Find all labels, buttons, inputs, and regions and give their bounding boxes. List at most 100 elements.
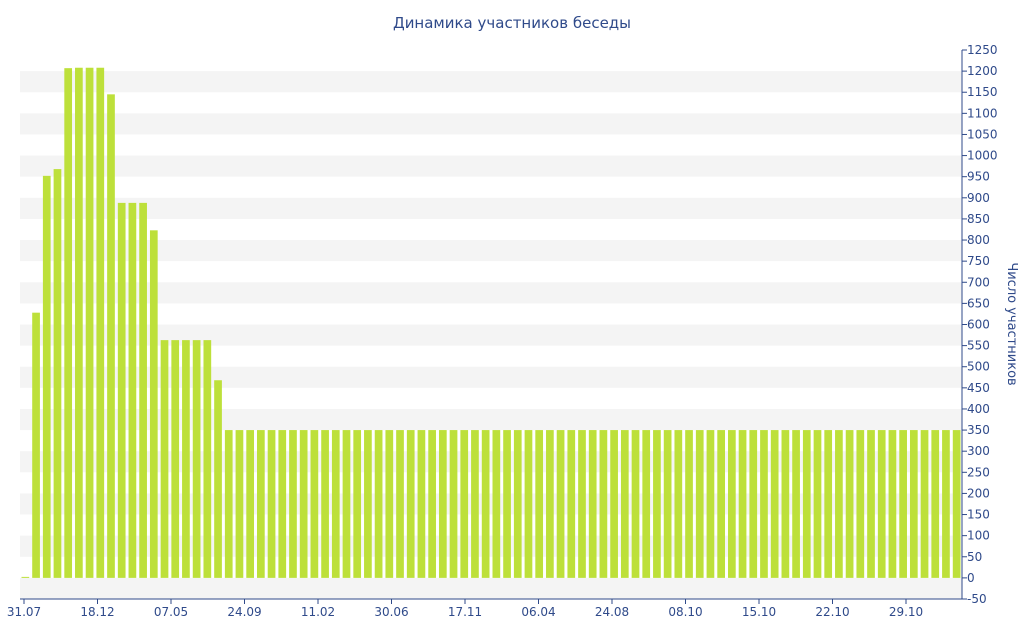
bar — [278, 430, 287, 578]
y-tick-label: 850 — [967, 212, 990, 226]
grid-band — [20, 282, 962, 304]
bar — [128, 202, 137, 578]
bar — [214, 380, 222, 578]
y-tick-label: 200 — [967, 486, 990, 500]
x-tick-label: 08.10 — [668, 605, 702, 619]
y-tick-label: 650 — [967, 296, 990, 310]
bar — [21, 576, 30, 578]
grid-band — [20, 535, 962, 557]
bar — [117, 202, 126, 578]
x-tick-label: 29.10 — [889, 605, 923, 619]
bar — [845, 430, 854, 578]
bar — [267, 430, 276, 578]
bars — [21, 67, 961, 578]
bar — [396, 430, 404, 578]
bar — [738, 430, 747, 578]
bar — [192, 340, 201, 578]
bar — [96, 67, 105, 578]
bar — [321, 430, 329, 578]
y-tick-label: 950 — [967, 170, 990, 184]
bar — [42, 175, 51, 578]
x-tick-label: 24.09 — [227, 605, 261, 619]
y-tick-label: 250 — [967, 465, 990, 479]
y-tick-label: -50 — [967, 592, 987, 606]
bar — [503, 430, 511, 578]
bar — [653, 430, 661, 578]
bar — [85, 67, 94, 578]
bar — [567, 430, 576, 578]
y-axis-label: Число участников — [1004, 262, 1019, 385]
bar — [706, 430, 715, 578]
bar — [642, 430, 651, 578]
bar — [813, 430, 822, 578]
grid-band — [20, 408, 962, 431]
bar — [385, 430, 394, 578]
bar — [32, 312, 40, 578]
bar — [663, 430, 672, 578]
grid-band — [20, 493, 962, 515]
bar — [770, 430, 779, 578]
bar — [364, 430, 372, 578]
bar — [331, 430, 340, 578]
bar — [406, 430, 415, 578]
x-tick-label: 22.10 — [815, 605, 849, 619]
bar — [867, 430, 875, 578]
y-tick-label: 600 — [967, 318, 990, 332]
bar — [888, 430, 897, 578]
x-tick-label: 31.07 — [7, 605, 41, 619]
bar — [310, 430, 319, 578]
grid-band — [20, 451, 962, 473]
bar — [856, 430, 865, 578]
x-tick-label: 07.05 — [154, 605, 188, 619]
y-tick-label: 900 — [967, 191, 990, 205]
bar — [952, 430, 961, 578]
x-tick-label: 15.10 — [742, 605, 776, 619]
bar — [942, 430, 950, 578]
bar — [481, 430, 490, 578]
bar — [588, 430, 597, 578]
bar — [471, 430, 479, 578]
bar — [931, 430, 940, 578]
bar — [438, 430, 447, 578]
y-tick-label: 1100 — [967, 106, 998, 120]
bar — [599, 430, 608, 578]
bar — [781, 430, 790, 578]
bar — [182, 340, 190, 578]
grid-band — [20, 366, 962, 388]
y-tick-label: 400 — [967, 402, 990, 416]
bar — [556, 430, 565, 578]
bar — [428, 430, 436, 578]
bar — [727, 430, 736, 578]
x-tick-label: 06.04 — [521, 605, 555, 619]
bar — [417, 430, 426, 578]
bar — [256, 430, 265, 578]
y-tick-label: 750 — [967, 254, 990, 268]
bar — [449, 430, 458, 578]
bar — [899, 430, 907, 578]
y-tick-label: 1250 — [967, 43, 998, 57]
bar — [107, 94, 115, 578]
x-tick-label: 11.02 — [301, 605, 335, 619]
bar — [685, 430, 693, 578]
bar — [203, 340, 212, 578]
bar — [802, 430, 811, 578]
bar — [492, 430, 501, 578]
grid-band — [20, 577, 962, 599]
y-tick-label: 1000 — [967, 149, 998, 163]
grid-band — [20, 155, 962, 177]
bar — [149, 230, 158, 578]
y-tick-label: 100 — [967, 529, 990, 543]
bar — [299, 430, 308, 578]
bar — [513, 430, 522, 578]
y-tick-label: 0 — [967, 571, 975, 585]
y-tick-label: 500 — [967, 360, 990, 374]
bar — [246, 430, 255, 578]
y-tick-label: 1150 — [967, 85, 998, 99]
y-tick-label: 350 — [967, 423, 990, 437]
chart-title: Динамика участников беседы — [393, 14, 631, 32]
grid-band — [20, 197, 962, 219]
grid-bands — [20, 71, 962, 599]
bar — [289, 430, 297, 578]
bar — [631, 430, 640, 578]
